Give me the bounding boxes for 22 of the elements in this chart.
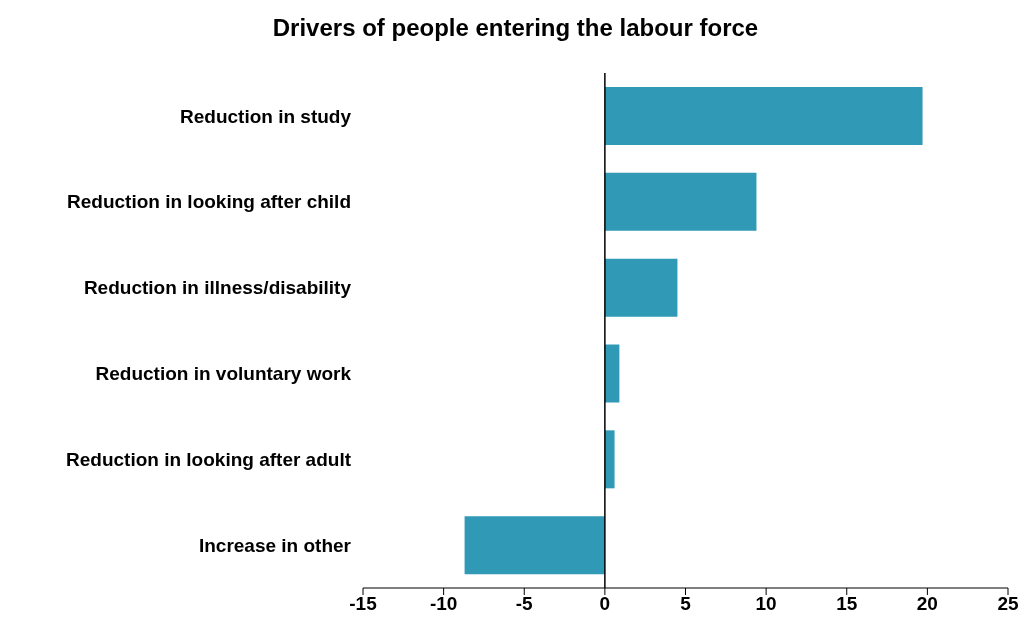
y-tick-label: Reduction in voluntary work [95, 363, 352, 385]
x-tick-label: 10 [755, 593, 777, 615]
x-tick-label: 15 [836, 593, 858, 615]
x-tick-label: -15 [349, 593, 378, 615]
y-tick-label: Increase in other [198, 534, 352, 556]
x-tick-label: 20 [916, 593, 938, 615]
bar [604, 430, 615, 489]
bar [464, 516, 605, 575]
y-tick-label: Reduction in illness/disability [83, 277, 352, 299]
x-tick-label: -5 [515, 593, 534, 615]
y-tick-label: Reduction in looking after adult [66, 448, 352, 470]
bar [604, 172, 757, 231]
x-tick-label: -10 [429, 593, 458, 615]
y-tick-label: Reduction in study [180, 105, 352, 127]
chart-title: Drivers of people entering the labour force [271, 13, 760, 43]
x-tick-label: 25 [997, 593, 1019, 615]
y-tick-label: Reduction in looking after child [67, 191, 351, 213]
bar [604, 258, 678, 317]
x-tick-label: 5 [680, 593, 692, 615]
bar [604, 87, 923, 145]
x-tick-label: 0 [599, 593, 611, 615]
bar [604, 344, 620, 403]
